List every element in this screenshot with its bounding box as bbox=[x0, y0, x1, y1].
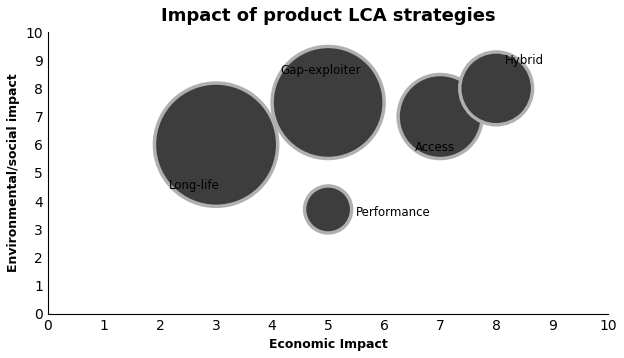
Text: Access: Access bbox=[415, 141, 455, 154]
Text: Hybrid: Hybrid bbox=[505, 54, 544, 67]
Ellipse shape bbox=[272, 47, 384, 159]
Y-axis label: Environmental/social impact: Environmental/social impact bbox=[7, 73, 20, 272]
Text: Long-life: Long-life bbox=[168, 179, 219, 192]
Title: Impact of product LCA strategies: Impact of product LCA strategies bbox=[161, 7, 495, 25]
Text: Gap-exploiter: Gap-exploiter bbox=[281, 64, 361, 77]
Ellipse shape bbox=[460, 52, 533, 125]
Ellipse shape bbox=[398, 74, 482, 159]
Ellipse shape bbox=[305, 186, 352, 233]
X-axis label: Economic Impact: Economic Impact bbox=[269, 338, 388, 351]
Ellipse shape bbox=[154, 83, 278, 206]
Text: Performance: Performance bbox=[356, 206, 431, 219]
